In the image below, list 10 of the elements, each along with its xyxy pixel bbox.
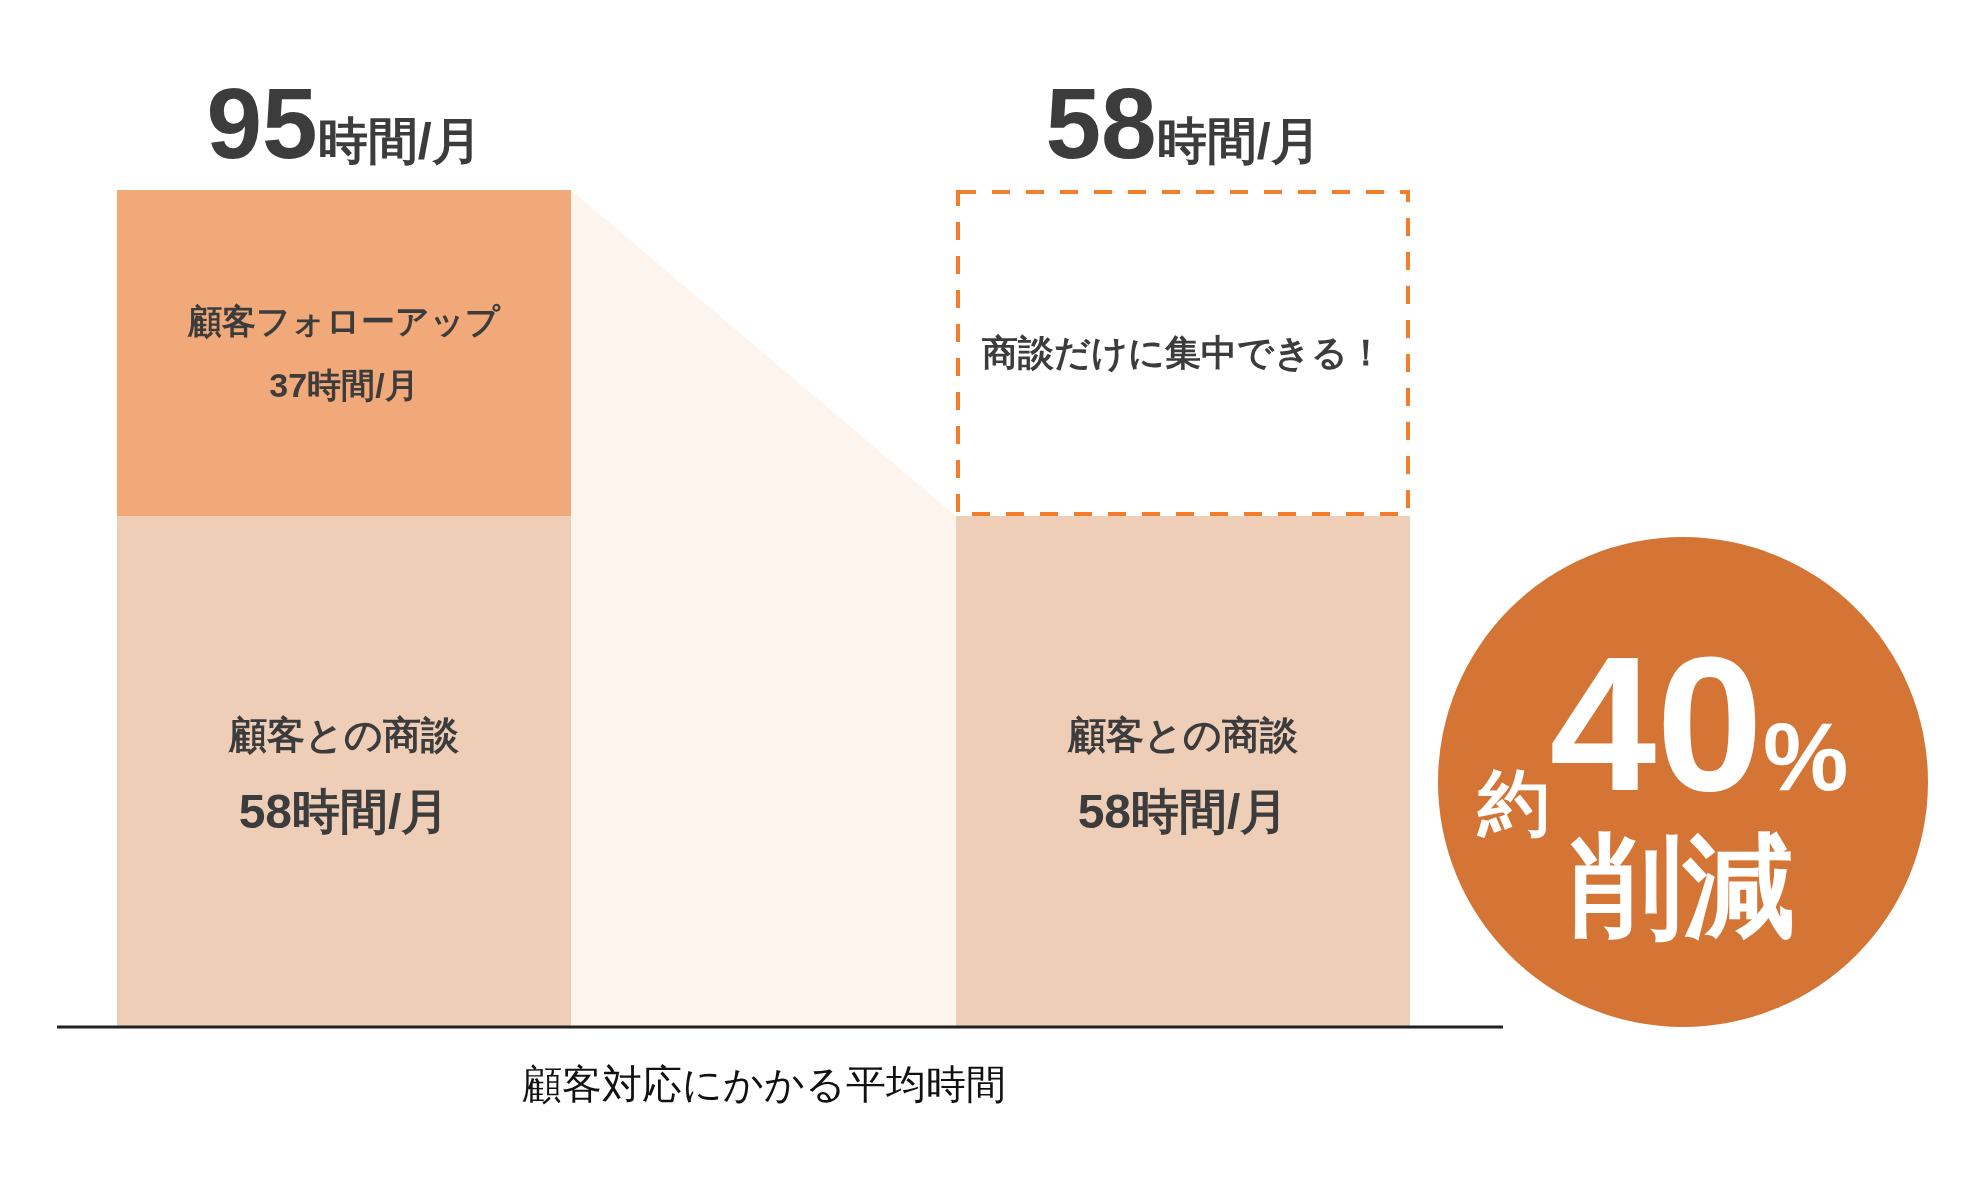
annotation: 商談だけに集中できる！ bbox=[982, 332, 1384, 374]
series-label: 顧客との商談 bbox=[228, 714, 460, 757]
x-axis-title: 顧客対応にかかる平均時間 bbox=[521, 1062, 1006, 1106]
data-label: 37時間/月 bbox=[269, 365, 419, 404]
data-label: 58時間/月 bbox=[1077, 784, 1289, 838]
data-label: 58時間/月 bbox=[238, 784, 450, 838]
text: 顧客との商談 bbox=[1068, 714, 1298, 757]
text: 58時間/月 bbox=[1045, 67, 1321, 179]
total-label: 95時間/月 bbox=[206, 67, 482, 179]
series-label: 顧客フォローアップ bbox=[187, 301, 501, 340]
